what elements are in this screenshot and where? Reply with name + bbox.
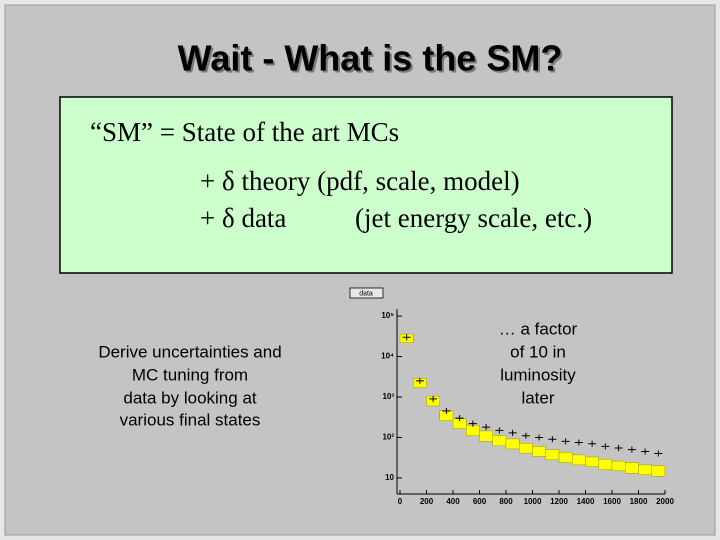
left-note: various final states xyxy=(120,410,261,429)
title-shadow: Wait - What is the SM? xyxy=(180,40,565,81)
y-tick-label: 10⁴ xyxy=(381,352,394,361)
data-point xyxy=(654,450,663,457)
x-tick-label: 1600 xyxy=(603,497,621,506)
x-tick-label: 600 xyxy=(473,497,487,506)
y-tick-label: 10³ xyxy=(382,392,394,401)
mc-band xyxy=(625,462,639,474)
x-tick-label: 800 xyxy=(499,497,513,506)
definition-box xyxy=(59,96,673,274)
box-line: “SM” = State of the art MCs xyxy=(90,117,399,147)
mc-band xyxy=(572,454,586,466)
y-tick-label: 10² xyxy=(382,433,394,442)
x-tick-label: 1200 xyxy=(550,497,568,506)
data-point xyxy=(468,420,477,427)
right-note: later xyxy=(521,388,554,407)
x-tick-label: 1800 xyxy=(630,497,648,506)
right-note: of 10 in xyxy=(510,342,566,361)
data-point xyxy=(535,434,544,441)
x-tick-label: 200 xyxy=(420,497,434,506)
right-note: … a factor xyxy=(499,319,578,338)
data-point xyxy=(402,334,411,341)
data-point xyxy=(614,444,623,451)
data-point xyxy=(455,415,464,422)
x-tick-label: 0 xyxy=(398,497,403,506)
box-line: + δ data xyxy=(200,203,286,233)
mc-band xyxy=(492,435,507,447)
box-line: + δ theory (pdf, scale, model) xyxy=(200,166,520,196)
mc-band xyxy=(598,458,613,470)
legend-box xyxy=(349,287,384,299)
data-point xyxy=(495,427,504,434)
title: Wait - What is the SM? xyxy=(178,38,563,79)
y-tick-label: 10⁵ xyxy=(381,311,394,320)
x-tick-label: 1000 xyxy=(524,497,542,506)
data-point xyxy=(588,440,597,447)
data-point xyxy=(641,448,650,455)
x-tick-label: 2000 xyxy=(656,497,674,506)
left-note: Derive uncertainties and xyxy=(98,342,281,361)
mc-band xyxy=(466,425,480,437)
data-point xyxy=(548,436,557,443)
mc-band xyxy=(519,442,533,454)
data-point xyxy=(601,443,610,450)
data-point xyxy=(415,377,424,384)
mc-band xyxy=(611,460,626,472)
mc-band xyxy=(585,456,599,467)
data-point xyxy=(442,408,451,415)
mc-band xyxy=(505,438,520,450)
data-point xyxy=(521,432,530,439)
x-tick-label: 1400 xyxy=(577,497,595,506)
data-point xyxy=(561,438,570,445)
box-line: (jet energy scale, etc.) xyxy=(355,203,592,233)
legend-label: data xyxy=(359,290,373,297)
data-point xyxy=(627,446,636,453)
mc-band xyxy=(532,446,546,457)
data-point xyxy=(508,429,517,436)
right-note: luminosity xyxy=(500,365,576,384)
mc-band xyxy=(558,452,573,463)
x-tick-label: 400 xyxy=(446,497,460,506)
mc-band xyxy=(638,464,652,475)
data-point xyxy=(429,395,438,402)
plot: 10 10² 10³ 10⁴ 10⁵ 0 200 400 600 800 1000 1200 1400 1… xyxy=(349,287,674,506)
left-note: data by looking at xyxy=(123,388,257,407)
mc-band xyxy=(545,449,560,461)
mc-band xyxy=(651,465,666,477)
data-point xyxy=(482,424,491,431)
mc-band xyxy=(479,430,493,442)
y-tick-label: 10 xyxy=(385,473,394,482)
data-point xyxy=(574,439,583,446)
left-note: MC tuning from xyxy=(132,365,248,384)
